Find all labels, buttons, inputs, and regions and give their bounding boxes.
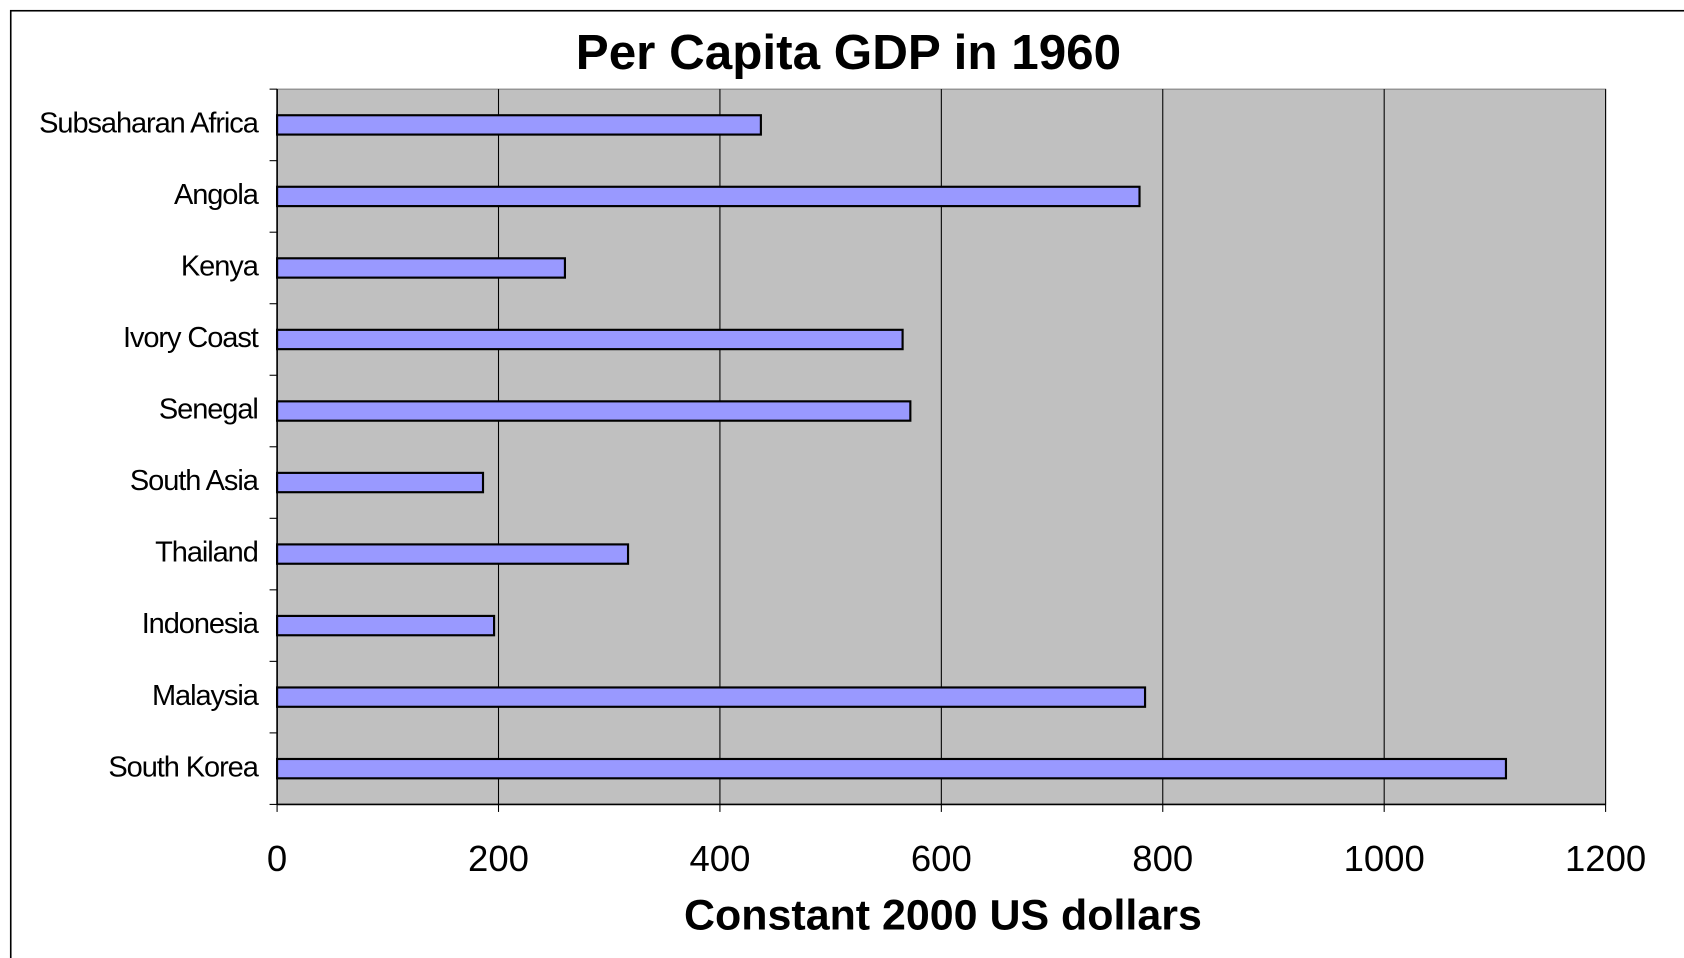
y-tick-label: Thailand [155, 537, 258, 569]
x-tick-label: 600 [911, 838, 972, 879]
y-tick-label: Kenya [181, 251, 260, 283]
bar [276, 686, 1147, 708]
bar [276, 400, 912, 422]
bar [276, 328, 904, 351]
x-tick-label: 400 [689, 838, 750, 879]
bar [276, 471, 485, 494]
y-tick-label: Ivory Coast [123, 322, 259, 354]
y-tick-label: Malaysia [152, 680, 260, 712]
chart-title: Per Capita GDP in 1960 [576, 25, 1121, 80]
bar [276, 614, 496, 637]
y-tick-label: Angola [174, 179, 260, 211]
bar [276, 757, 1508, 780]
y-tick-label: South Korea [108, 751, 259, 783]
x-tick-label: 0 [267, 838, 287, 879]
y-tick-label: Senegal [159, 394, 258, 426]
x-tick-label: 1000 [1344, 838, 1425, 879]
x-tick-label: 1200 [1565, 838, 1646, 879]
y-tick-label: Indonesia [142, 608, 260, 640]
x-tick-label: 800 [1132, 838, 1193, 879]
x-axis-title: Constant 2000 US dollars [684, 892, 1202, 940]
x-tick-label: 200 [468, 838, 529, 879]
y-tick-label: Subsaharan Africa [39, 108, 260, 140]
bar [276, 114, 762, 136]
y-tick-label: South Asia [130, 465, 260, 497]
bar [276, 257, 567, 279]
bar [276, 185, 1141, 208]
bar [276, 543, 630, 565]
